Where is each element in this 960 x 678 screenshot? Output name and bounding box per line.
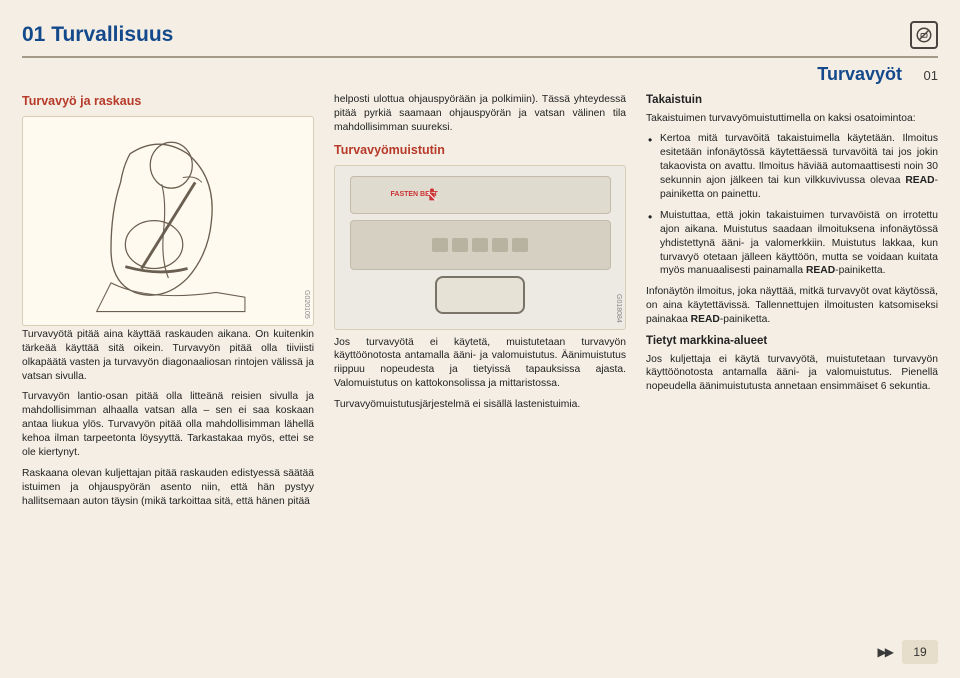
column-2: helposti ulottua ohjauspyörään ja polkim… bbox=[334, 93, 626, 633]
col2-p2: Turvavyömuistutusjärjestelmä ei sisällä … bbox=[334, 398, 626, 412]
p2-read: READ bbox=[691, 314, 720, 325]
console-display: FASTEN BELT bbox=[350, 176, 611, 214]
console-buttons bbox=[350, 220, 611, 270]
b2-a: Muistuttaa, että jokin takaistuimen turv… bbox=[660, 210, 938, 277]
console-btn bbox=[512, 238, 528, 252]
col1-p3: Raskaana olevan kuljettajan pitää raskau… bbox=[22, 467, 314, 509]
bullet-2: Muistuttaa, että jokin takaistuimen turv… bbox=[646, 209, 938, 278]
mirror-panel bbox=[350, 276, 611, 324]
subheader: Turvavyöt 01 bbox=[22, 64, 938, 85]
rearview-mirror bbox=[435, 276, 525, 314]
console-btn bbox=[452, 238, 468, 252]
heading-reminder: Turvavyömuistutin bbox=[334, 142, 626, 159]
col2-p1: Jos turvavyötä ei käytetä, muistutetaan … bbox=[334, 336, 626, 392]
p2-c: -painiketta. bbox=[720, 314, 770, 325]
b1-a: Kertoa mitä turvavöitä takaistuimella kä… bbox=[660, 133, 938, 186]
heading-markets: Tietyt markkina-alueet bbox=[646, 334, 938, 350]
col1-p1: Turvavyötä pitää aina käyttää raskauden … bbox=[22, 328, 314, 384]
heading-pregnancy: Turvavyö ja raskaus bbox=[22, 93, 314, 110]
col1-p2: Turvavyön lantio-osan pitää olla litteän… bbox=[22, 390, 314, 459]
bullet-1: Kertoa mitä turvavöitä takaistuimella kä… bbox=[646, 132, 938, 201]
col2-p0: helposti ulottua ohjauspyörään ja polkim… bbox=[334, 93, 626, 135]
column-3: Takaistuin Takaistuimen turvavyömuistutt… bbox=[646, 93, 938, 633]
seatbelt-person-icon bbox=[425, 187, 439, 203]
section-title: Turvavyöt bbox=[817, 64, 902, 85]
safety-icon bbox=[910, 21, 938, 49]
illustration-code-1: G020105 bbox=[302, 290, 311, 319]
col3-p2: Infonäytön ilmoitus, joka näyttää, mitkä… bbox=[646, 285, 938, 327]
continue-arrows-icon: ▶▶ bbox=[878, 645, 892, 659]
rear-seat-bullets: Kertoa mitä turvavöitä takaistuimella kä… bbox=[646, 132, 938, 278]
column-1: Turvavyö ja raskaus G020105 Turvavyötä p… bbox=[22, 93, 314, 633]
heading-rear-seat: Takaistuin bbox=[646, 93, 938, 109]
section-number: 01 bbox=[916, 68, 938, 83]
manual-page: 01 Turvallisuus Turvavyöt 01 Turvavyö ja… bbox=[0, 0, 960, 678]
content-columns: Turvavyö ja raskaus G020105 Turvavyötä p… bbox=[22, 93, 938, 633]
console-btn bbox=[492, 238, 508, 252]
b2-read: READ bbox=[806, 265, 835, 276]
chapter-title: 01 Turvallisuus bbox=[22, 23, 173, 47]
page-number: 19 bbox=[902, 640, 938, 664]
console-btn bbox=[472, 238, 488, 252]
col3-p3: Jos kuljettaja ei käytä turvavyötä, muis… bbox=[646, 353, 938, 395]
b1-read: READ bbox=[905, 175, 934, 186]
b2-c: -paini­ketta. bbox=[835, 265, 885, 276]
illustration-pregnant-seatbelt: G020105 bbox=[22, 116, 314, 326]
col3-p1: Takaistuimen turvavyömuistuttimella on k… bbox=[646, 112, 938, 126]
illustration-overhead-console: FASTEN BELT G018084 bbox=[334, 165, 626, 330]
illustration-code-2: G018084 bbox=[614, 294, 623, 323]
header-rule bbox=[22, 56, 938, 58]
page-header: 01 Turvallisuus bbox=[22, 18, 938, 52]
page-footer: ▶▶ 19 bbox=[878, 640, 938, 664]
console-btn bbox=[432, 238, 448, 252]
